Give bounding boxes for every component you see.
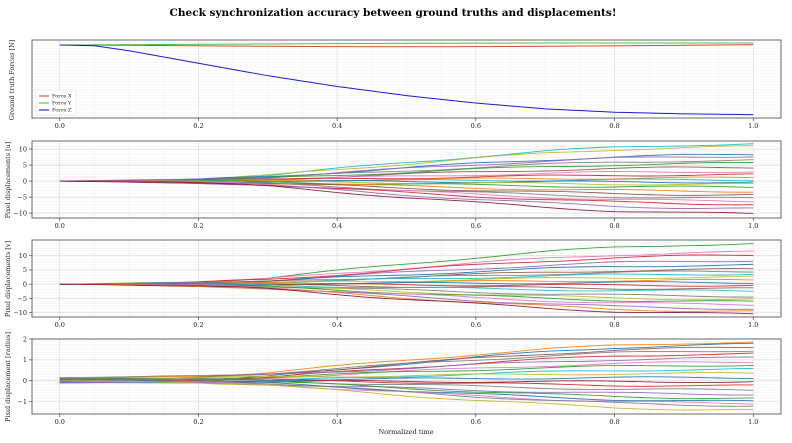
legend-entry: Force X [52, 94, 72, 100]
v-displacement-panel: Pixel displacements [v] 0.0 0.2 0.4 0.6 0.8 1… [4, 239, 782, 329]
x-tick-label: 0.4 [332, 122, 342, 130]
series-group [59, 341, 754, 411]
y-tick-label: −10 [13, 209, 27, 217]
x-tick-label: 0.4 [332, 418, 342, 426]
x-tick-label: 1.0 [748, 321, 758, 329]
series-line [59, 283, 754, 315]
series-line [59, 341, 754, 379]
u-displacement-panel: Pixel displacements [u] 0.0 0.2 0.4 0.6 0.8 1… [4, 140, 782, 230]
x-tick-label: 0.8 [609, 222, 619, 230]
forces-panel: Ground truth Forces [N] 0.0 0.2 0.4 0.6 0.8 1… [8, 39, 782, 130]
x-tick-label: 0.6 [471, 122, 481, 130]
x-tick-label: 0.6 [471, 321, 481, 329]
x-tick-label: 0.4 [332, 321, 342, 329]
x-tick-label: 0.2 [193, 418, 203, 426]
axes-frame [31, 338, 782, 415]
series-line [59, 281, 754, 286]
x-tick-label: 0.6 [471, 418, 481, 426]
series-line [59, 350, 754, 378]
series-line [59, 283, 754, 310]
axes-frame [31, 39, 782, 119]
y-tick-label: 0 [23, 377, 27, 385]
series-line [59, 156, 754, 182]
x-tick-label: 0.0 [55, 222, 65, 230]
series-line [59, 178, 754, 183]
y-tick-label: 5 [23, 266, 27, 274]
legend-entry: Force Z [52, 108, 72, 114]
x-tick-label: 0.2 [193, 321, 203, 329]
y-tick-label: 10 [19, 252, 27, 260]
axes-frame [31, 140, 782, 219]
x-tick-label: 0.4 [332, 222, 342, 230]
y-tick-label: −5 [17, 193, 27, 201]
series-line-force-z [59, 44, 754, 116]
figure-title: Check synchronization accuracy between g… [170, 7, 617, 19]
y-tick-label: 0 [23, 177, 27, 185]
series-line [59, 180, 754, 214]
radius-y-label: Pixel displacement [radius] [4, 332, 12, 422]
series-group [59, 143, 754, 214]
y-tick-label: 0 [23, 281, 27, 289]
v-y-label: Pixel displacements [v] [4, 241, 12, 317]
series-line-force-x [59, 44, 754, 48]
x-tick-label: 0.8 [609, 321, 619, 329]
y-tick-label: 5 [23, 161, 27, 169]
y-tick-label: −5 [17, 295, 27, 303]
y-tick-label: 1 [23, 356, 27, 364]
x-tick-label: 0.2 [193, 122, 203, 130]
x-tick-label: 0.2 [193, 222, 203, 230]
x-tick-label: 0.0 [55, 122, 65, 130]
radius-displacement-panel: Pixel displacement [radius] 0.0 0.2 0.4 0.6… [4, 332, 782, 426]
x-tick-label: 0.8 [609, 418, 619, 426]
series-line [59, 283, 754, 298]
x-tick-label: 0.0 [55, 321, 65, 329]
forces-y-label: Ground truth Forces [N] [8, 40, 16, 120]
x-tick-label: 0.6 [471, 222, 481, 230]
y-tick-label: −1 [17, 398, 27, 406]
y-tick-label: 10 [19, 145, 27, 153]
axes-frame [31, 239, 782, 318]
x-tick-label: 0.8 [609, 122, 619, 130]
series-line [59, 260, 754, 285]
x-axis-label: Normalized time [378, 428, 433, 436]
series-line [59, 180, 754, 206]
series-line-force-y [59, 42, 754, 46]
series-line [59, 380, 754, 411]
series-line [59, 372, 754, 379]
y-tick-label: −10 [13, 309, 27, 317]
series-group [59, 243, 754, 315]
series-line [59, 378, 754, 407]
series-line [59, 180, 754, 193]
legend-entry: Force Y [52, 101, 72, 107]
x-tick-label: 1.0 [748, 222, 758, 230]
series-group [59, 42, 754, 116]
y-tick-label: 2 [23, 335, 27, 343]
x-tick-label: 1.0 [748, 418, 758, 426]
series-line [59, 367, 754, 384]
x-tick-label: 0.0 [55, 418, 65, 426]
x-tick-label: 1.0 [748, 122, 758, 130]
u-y-label: Pixel displacements [u] [4, 142, 12, 219]
series-line [59, 352, 754, 383]
